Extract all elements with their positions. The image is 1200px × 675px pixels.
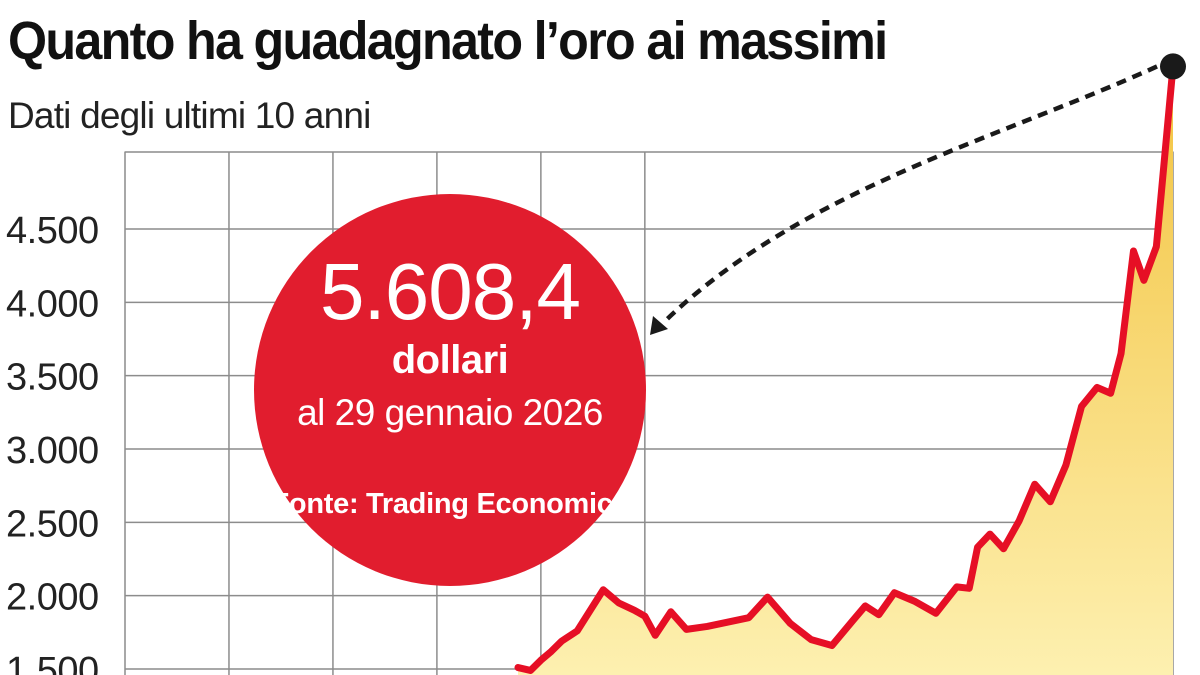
callout-price: 5.608,4: [320, 247, 581, 336]
y-tick-label: 3.000: [6, 430, 99, 472]
callout-source: Fonte: Trading Economics: [271, 488, 629, 520]
chart-title: Quanto ha guadagnato l’oro ai massimi: [8, 11, 888, 71]
y-tick-label: 2.000: [6, 577, 99, 619]
y-tick-label: 2.500: [6, 503, 99, 545]
price-line: [514, 62, 1177, 674]
area-fill: [518, 66, 1173, 675]
callout-date: al 29 gennaio 2026: [297, 392, 603, 433]
y-tick-label: 3.500: [6, 357, 99, 399]
area-layer: [514, 62, 1177, 675]
callout-arrow: [661, 64, 1158, 325]
callout-unit: dollari: [391, 338, 509, 382]
price-callout: 5.608,4 dollari al 29 gennaio 2026 Fonte…: [254, 194, 646, 586]
tick-labels-layer: 1.500 2.000 2.500 3.000 3.500 4.000 4.500: [6, 210, 99, 675]
y-tick-label: 4.500: [6, 210, 99, 252]
chart-subtitle: Dati degli ultimi 10 anni: [8, 95, 371, 136]
arrow-layer: [650, 53, 1186, 335]
arrow-head: [650, 316, 668, 335]
y-tick-label: 4.000: [6, 283, 99, 325]
y-tick-label: 1.500: [6, 650, 99, 675]
peak-marker: [1160, 53, 1186, 80]
